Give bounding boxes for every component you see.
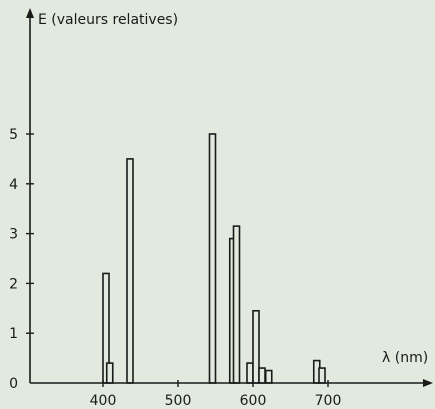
bars-group [102, 133, 326, 384]
x-tick-label: 500 [165, 393, 192, 409]
spectral-line-bar [232, 225, 241, 384]
spectral-line-bar [264, 369, 273, 384]
spectral-line-bar [208, 133, 217, 384]
spectral-line-bar [246, 362, 254, 384]
x-tick-label: 600 [240, 393, 267, 409]
x-axis-arrow [423, 379, 433, 387]
y-tick-label: 5 [9, 127, 18, 143]
spectral-line-bar [252, 309, 260, 384]
y-tick-label: 1 [9, 326, 18, 342]
ticks-group: 0 1 2 3 4 5 400 500 600 700 [9, 127, 341, 409]
y-tick-label: 0 [9, 376, 18, 392]
spectral-line-bar [318, 367, 326, 384]
y-tick-label: 4 [9, 177, 18, 193]
spectral-line-bar [105, 362, 114, 384]
x-axis-label: λ (nm) [382, 350, 428, 366]
spectral-line-bar [258, 367, 266, 384]
y-tick-label: 3 [9, 227, 18, 243]
axes-group [26, 8, 433, 387]
x-tick-label: 700 [315, 393, 342, 409]
y-axis-arrow [26, 8, 34, 18]
y-tick-label: 2 [9, 276, 18, 292]
x-tick-label: 400 [90, 393, 117, 409]
y-axis-label: E (valeurs relatives) [38, 12, 178, 28]
spectral-line-bar [126, 158, 134, 384]
